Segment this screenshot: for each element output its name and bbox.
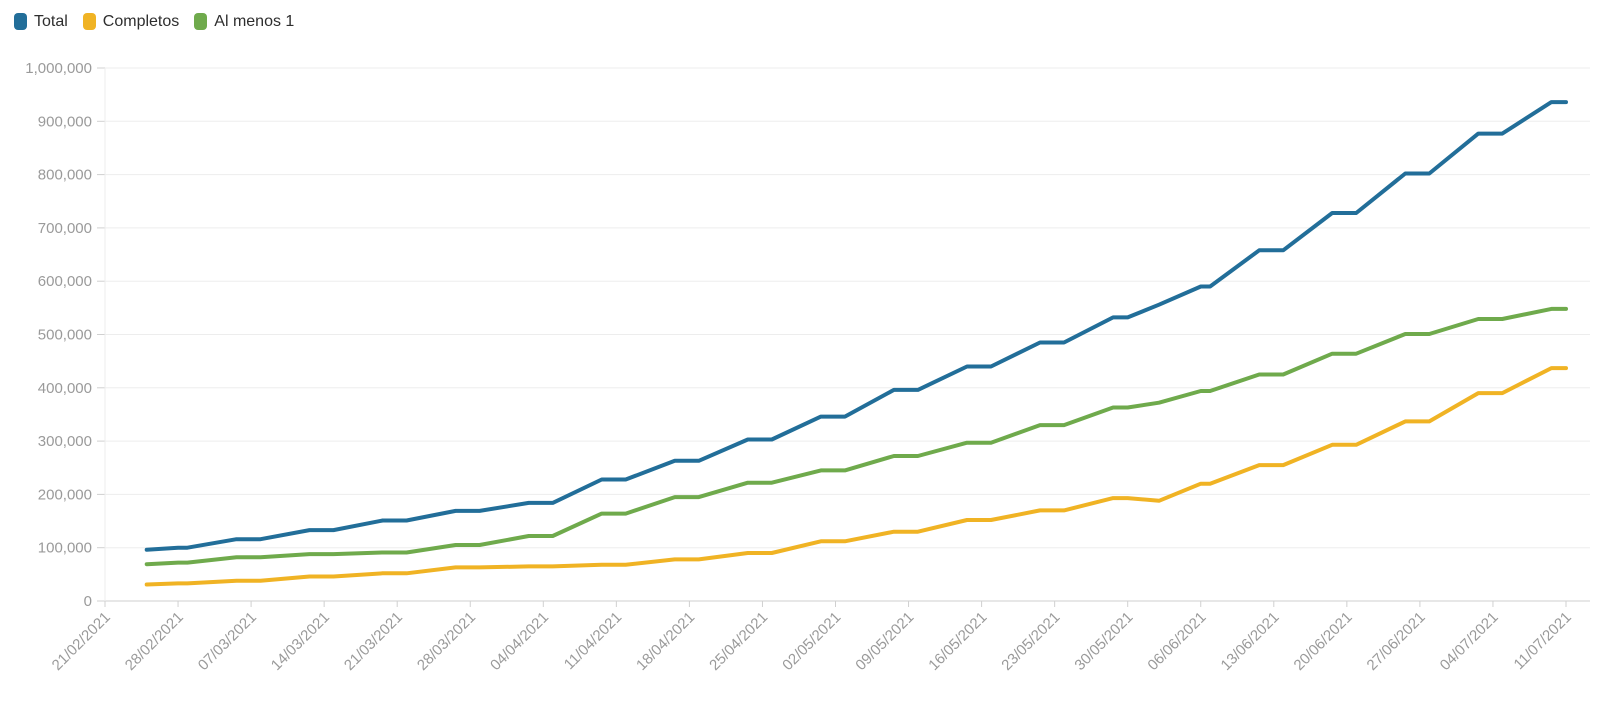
y-axis-label: 900,000 [38, 113, 92, 130]
chart-legend: Total Completos Al menos 1 [14, 13, 294, 30]
y-axis-label: 800,000 [38, 167, 92, 184]
x-axis-label: 20/06/2021 [1291, 609, 1356, 674]
x-axis-label: 07/03/2021 [195, 609, 260, 674]
x-axis-label: 02/05/2021 [779, 609, 844, 674]
x-axis-label: 09/05/2021 [852, 609, 917, 674]
x-axis-label: 11/04/2021 [561, 609, 625, 673]
al-menos-1-series-swatch-icon [194, 13, 208, 30]
completos-series-swatch-icon [82, 13, 96, 30]
x-axis-label: 27/06/2021 [1364, 609, 1429, 674]
y-axis-label: 1,000,000 [25, 60, 92, 77]
x-axis-label: 28/02/2021 [122, 609, 187, 674]
y-axis-label: 100,000 [38, 540, 92, 557]
series-line-al-menos-1[interactable] [144, 306, 1568, 567]
x-axis-label: 11/07/2021 [1511, 609, 1575, 673]
x-axis-label: 13/06/2021 [1218, 609, 1283, 674]
y-axis-label: 400,000 [38, 380, 92, 397]
legend-item-completos[interactable]: Completos [82, 12, 180, 30]
series-line-completos[interactable] [144, 366, 1568, 587]
legend-item-total[interactable]: Total [14, 13, 68, 30]
x-axis-label: 28/03/2021 [414, 609, 479, 674]
x-axis-label: 21/02/2021 [49, 609, 114, 674]
x-axis-label: 25/04/2021 [706, 609, 771, 674]
x-axis-label: 16/05/2021 [925, 609, 990, 674]
legend-item-al-menos-1[interactable]: Al menos 1 [194, 13, 294, 30]
x-axis-label: 30/05/2021 [1071, 609, 1136, 674]
x-axis-label: 06/06/2021 [1144, 609, 1209, 674]
x-axis-label: 18/04/2021 [633, 609, 698, 674]
series-line-total[interactable] [144, 100, 1568, 552]
x-axis-label: 23/05/2021 [998, 609, 1063, 674]
legend-label-completos: Completos [102, 12, 180, 30]
total-series-swatch-icon [14, 13, 27, 30]
y-axis-label: 500,000 [38, 327, 92, 344]
x-axis-label: 04/04/2021 [487, 609, 552, 674]
y-axis-label: 0 [84, 593, 92, 610]
legend-label-total: Total [34, 12, 68, 30]
y-axis-label: 200,000 [38, 486, 92, 503]
y-axis-label: 300,000 [38, 433, 92, 450]
x-axis-label: 21/03/2021 [341, 609, 406, 674]
x-axis-label: 04/07/2021 [1437, 609, 1502, 674]
x-axis-label: 14/03/2021 [268, 609, 333, 674]
y-axis-label: 600,000 [38, 273, 92, 290]
plot-area[interactable] [105, 68, 1590, 601]
y-axis-label: 700,000 [38, 220, 92, 237]
legend-label-al-menos-1: Al menos 1 [214, 12, 295, 30]
